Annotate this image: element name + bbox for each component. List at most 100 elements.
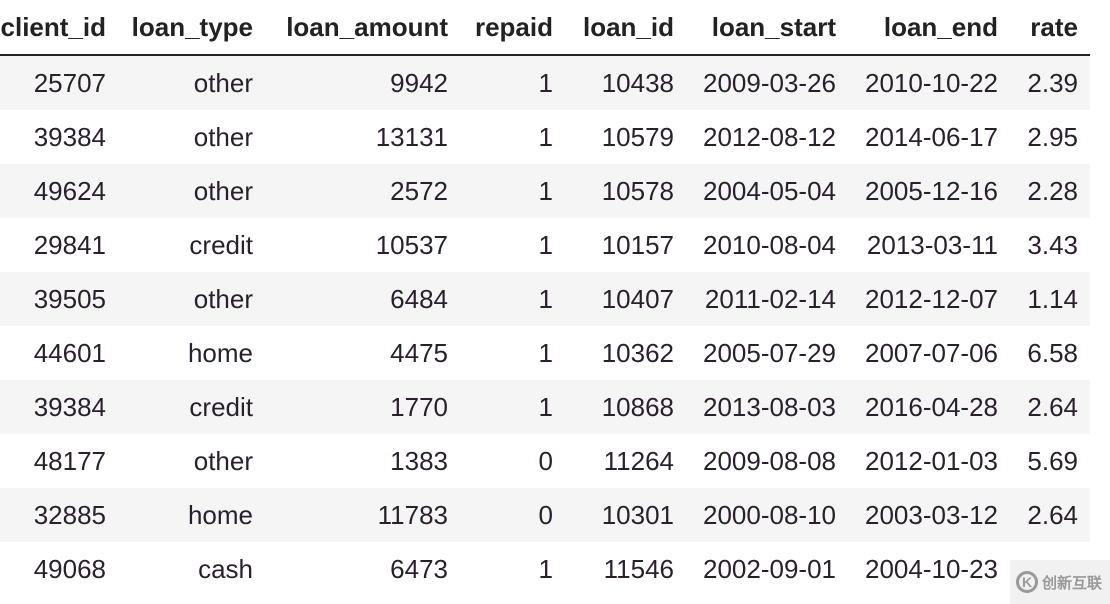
cell-loan-id: 11546 [603, 553, 674, 584]
cell-client-id: 49068 [33, 553, 106, 584]
cell-loan-id: 10438 [601, 67, 674, 98]
table-row: 32885 home 11783 0 10301 2000-08-10 2003-03-12… [0, 488, 1090, 542]
cell-client-id: 44601 [33, 337, 106, 368]
cell-loan-start: 2009-08-08 [703, 445, 836, 476]
cell-loan-amount: 2572 [390, 175, 448, 206]
cell-rate: 5.69 [1027, 445, 1078, 476]
watermark: K 创新互联 [1010, 560, 1110, 604]
cell-loan-type: credit [189, 391, 253, 422]
table-row: 39384 other 13131 1 10579 2012-08-12 2014-06-1… [0, 110, 1090, 164]
cell-loan-type: other [193, 445, 253, 476]
cell-rate: 2.95 [1027, 121, 1078, 152]
cell-loan-id: 11264 [603, 445, 674, 476]
table-row: 25707 other 9942 1 10438 2009-03-26 2010-10-22… [0, 55, 1090, 110]
column-header-loan-start: loan_start [686, 0, 848, 56]
cell-loan-end: 2003-03-12 [865, 499, 998, 530]
cell-rate: 2.64 [1027, 499, 1078, 530]
cell-loan-type: other [193, 67, 253, 98]
cell-loan-type: home [187, 337, 253, 368]
cell-repaid: 1 [538, 67, 553, 98]
cell-loan-amount: 6484 [390, 283, 448, 314]
cell-loan-start: 2013-08-03 [703, 391, 836, 422]
cell-repaid: 1 [538, 121, 553, 152]
cell-rate: 6.58 [1027, 337, 1078, 368]
table-row: 39505 other 6484 1 10407 2011-02-14 2012-12-07… [0, 272, 1090, 326]
table-row: 49624 other 2572 1 10578 2004-05-04 2005-12-16… [0, 164, 1090, 218]
cell-rate: 3.43 [1027, 229, 1078, 260]
column-header-loan-end: loan_end [848, 0, 1010, 56]
loans-dataframe: client_id loan_type loan_amount repaid loan_… [0, 0, 1090, 584]
cell-rate: 1.14 [1027, 283, 1078, 314]
cell-loan-amount: 1383 [390, 445, 448, 476]
cell-loan-end: 2010-10-22 [865, 67, 998, 98]
cell-loan-amount: 9942 [390, 67, 448, 98]
cell-loan-id: 10157 [601, 229, 674, 260]
table-row: 29841 credit 10537 1 10157 2010-08-04 2013-03-… [0, 218, 1090, 272]
column-header-loan-amount: loan_amount [265, 0, 460, 56]
table-row: 39384 credit 1770 1 10868 2013-08-03 2016-04-2… [0, 380, 1090, 434]
cell-loan-end: 2013-03-11 [866, 229, 998, 260]
cell-loan-amount: 6473 [390, 553, 448, 584]
cell-loan-id: 10301 [601, 499, 674, 530]
cell-loan-start: 2009-03-26 [703, 67, 836, 98]
cell-client-id: 39384 [33, 391, 106, 422]
cell-repaid: 0 [538, 499, 553, 530]
cell-loan-type: other [193, 283, 253, 314]
cell-repaid: 1 [538, 283, 553, 314]
cell-loan-end: 2014-06-17 [865, 121, 998, 152]
brand-logo-icon: K [1016, 571, 1038, 593]
column-header-loan-type: loan_type [118, 0, 265, 56]
cell-loan-id: 10579 [601, 121, 674, 152]
column-header-client-id: client_id [0, 0, 118, 56]
table-row: 48177 other 1383 0 11264 2009-08-08 2012-01-03… [0, 434, 1090, 488]
cell-loan-type: cash [198, 553, 253, 584]
cell-loan-start: 2012-08-12 [703, 121, 836, 152]
cell-loan-amount: 11783 [377, 499, 448, 530]
cell-loan-id: 10868 [601, 391, 674, 422]
cell-repaid: 1 [538, 391, 553, 422]
cell-loan-id: 10407 [601, 283, 674, 314]
cell-loan-start: 2005-07-29 [703, 337, 836, 368]
cell-loan-start: 2010-08-04 [703, 229, 836, 260]
cell-client-id: 39384 [33, 121, 106, 152]
cell-loan-start: 2000-08-10 [703, 499, 836, 530]
cell-repaid: 1 [538, 175, 553, 206]
cell-loan-start: 2002-09-01 [703, 553, 836, 584]
table-row: 44601 home 4475 1 10362 2005-07-29 2007-07-06 6… [0, 326, 1090, 380]
cell-loan-start: 2011-02-14 [704, 283, 836, 314]
cell-repaid: 1 [538, 229, 553, 260]
cell-rate: 2.64 [1027, 391, 1078, 422]
cell-loan-end: 2012-01-03 [865, 445, 998, 476]
cell-loan-end: 2004-10-23 [865, 553, 998, 584]
column-header-loan-id: loan_id [565, 0, 686, 56]
cell-loan-type: home [187, 499, 253, 530]
cell-client-id: 29841 [33, 229, 106, 260]
cell-repaid: 0 [538, 445, 553, 476]
cell-loan-type: other [193, 121, 253, 152]
cell-loan-amount: 13131 [375, 121, 448, 152]
cell-loan-amount: 10537 [375, 229, 448, 260]
cell-loan-id: 10578 [601, 175, 674, 206]
cell-loan-amount: 4475 [390, 337, 448, 368]
cell-repaid: 1 [538, 337, 553, 368]
cell-loan-end: 2005-12-16 [865, 175, 998, 206]
column-header-rate: rate [1010, 0, 1090, 56]
cell-loan-id: 10362 [601, 337, 674, 368]
cell-loan-start: 2004-05-04 [703, 175, 836, 206]
header-row: client_id loan_type loan_amount repaid loan_… [0, 0, 1090, 56]
cell-client-id: 39505 [33, 283, 106, 314]
cell-loan-end: 2012-12-07 [865, 283, 998, 314]
column-header-repaid: repaid [460, 0, 565, 56]
cell-rate: 2.28 [1027, 175, 1078, 206]
cell-loan-type: credit [189, 229, 253, 260]
cell-client-id: 32885 [33, 499, 106, 530]
cell-client-id: 25707 [33, 67, 106, 98]
cell-repaid: 1 [538, 553, 553, 584]
cell-loan-amount: 1770 [390, 391, 448, 422]
cell-client-id: 49624 [33, 175, 106, 206]
cell-loan-end: 2016-04-28 [865, 391, 998, 422]
cell-loan-type: other [193, 175, 253, 206]
cell-rate: 2.39 [1027, 67, 1078, 98]
cell-client-id: 48177 [33, 445, 106, 476]
cell-loan-end: 2007-07-06 [865, 337, 998, 368]
